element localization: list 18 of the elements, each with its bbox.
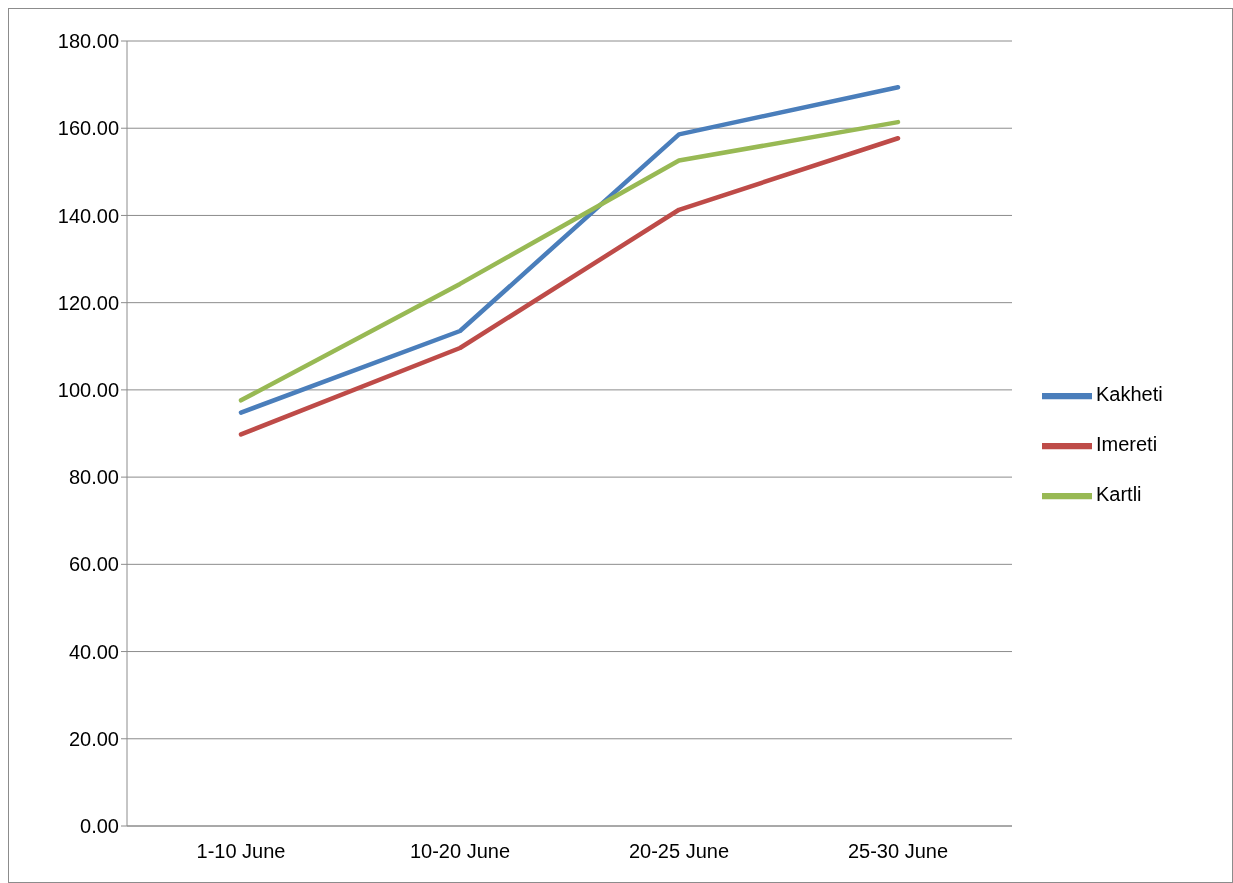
x-tick-label: 10-20 June <box>409 840 511 863</box>
legend-label: Kakheti <box>1096 382 1163 405</box>
y-tick-label: 60.00 <box>68 553 119 576</box>
legend-label: Kartli <box>1096 482 1142 505</box>
x-tick-label: 1-10 June <box>196 840 286 863</box>
x-tick-label: 25-30 June <box>847 840 949 863</box>
legend-label: Imereti <box>1096 432 1158 455</box>
y-tick-label: 120.00 <box>57 291 119 314</box>
line-series <box>238 136 901 437</box>
y-tick-label: 80.00 <box>68 466 119 489</box>
y-tick-label: 160.00 <box>57 117 119 140</box>
y-tick-label: 20.00 <box>68 727 119 750</box>
y-tick-label: 100.00 <box>57 378 119 401</box>
y-tick-label: 40.00 <box>68 640 119 663</box>
x-tick-label: 20-25 June <box>628 840 730 863</box>
y-tick-label: 0.00 <box>80 815 119 838</box>
y-tick-label: 140.00 <box>57 204 119 227</box>
y-tick-label: 180.00 <box>57 30 119 53</box>
